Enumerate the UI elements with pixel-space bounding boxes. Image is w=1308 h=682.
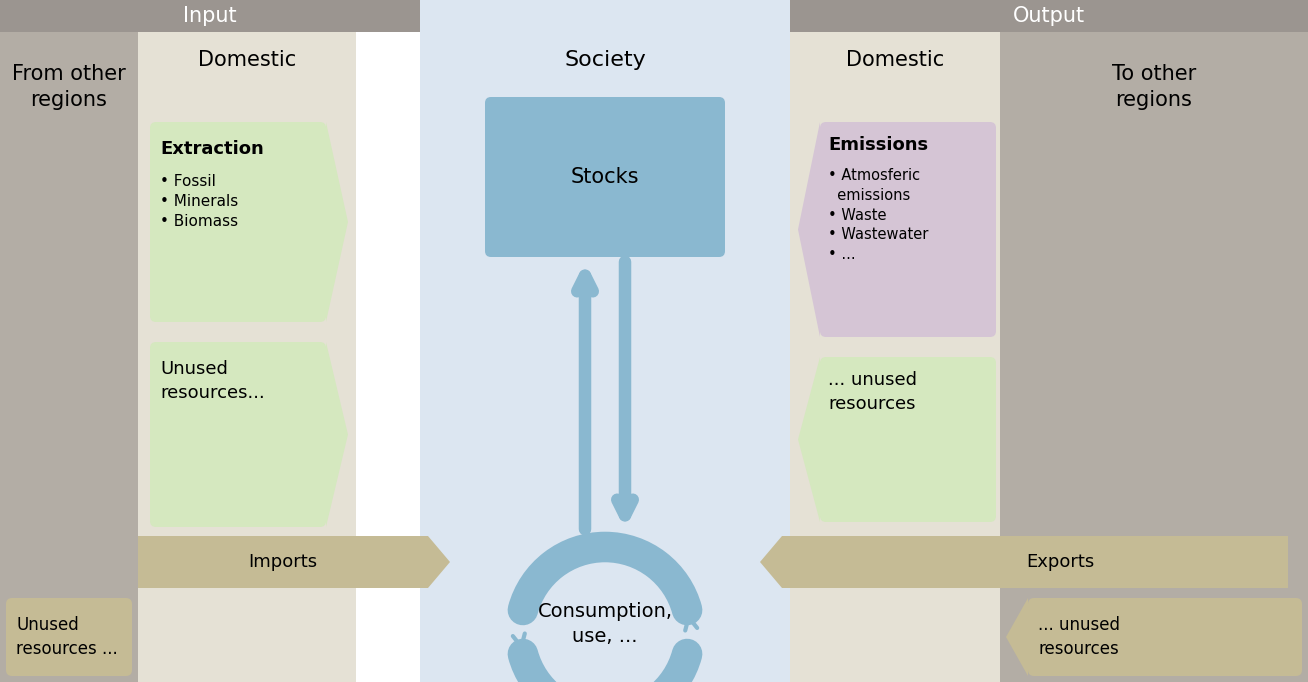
Text: Society: Society xyxy=(564,50,646,70)
FancyBboxPatch shape xyxy=(1028,598,1301,676)
Polygon shape xyxy=(326,342,348,527)
FancyBboxPatch shape xyxy=(150,122,326,322)
Polygon shape xyxy=(1006,598,1028,676)
Text: Output: Output xyxy=(1012,6,1086,26)
FancyBboxPatch shape xyxy=(820,357,995,522)
Text: ... unused
resources: ... unused resources xyxy=(828,371,917,413)
Polygon shape xyxy=(798,122,820,337)
Polygon shape xyxy=(798,357,820,522)
Bar xyxy=(790,0,1001,682)
Text: • Fossil
• Minerals
• Biomass: • Fossil • Minerals • Biomass xyxy=(160,174,238,228)
Polygon shape xyxy=(760,536,1288,588)
Bar xyxy=(0,0,139,682)
Text: Stocks: Stocks xyxy=(570,167,640,187)
Polygon shape xyxy=(326,122,348,322)
Bar xyxy=(139,0,356,682)
Text: ... unused
resources: ... unused resources xyxy=(1039,617,1120,658)
FancyBboxPatch shape xyxy=(485,97,725,257)
Text: From other
regions: From other regions xyxy=(12,64,126,110)
Bar xyxy=(790,0,1308,32)
Text: Input: Input xyxy=(183,6,237,26)
Bar xyxy=(0,0,420,32)
Text: Extraction: Extraction xyxy=(160,140,264,158)
FancyBboxPatch shape xyxy=(820,122,995,337)
Text: Exports: Exports xyxy=(1027,553,1095,571)
Bar xyxy=(420,0,790,682)
Text: Consumption,
use, ...: Consumption, use, ... xyxy=(538,602,672,646)
Text: Domestic: Domestic xyxy=(846,50,944,70)
Text: Domestic: Domestic xyxy=(198,50,296,70)
Bar xyxy=(1001,0,1308,682)
Text: Emissions: Emissions xyxy=(828,136,929,154)
Polygon shape xyxy=(139,536,450,588)
Text: • Atmosferic
  emissions
• Waste
• Wastewater
• ...: • Atmosferic emissions • Waste • Wastewa… xyxy=(828,168,929,262)
Text: Unused
resources...: Unused resources... xyxy=(160,360,264,402)
Text: Unused
resources ...: Unused resources ... xyxy=(16,617,118,658)
FancyBboxPatch shape xyxy=(7,598,132,676)
Text: To other
regions: To other regions xyxy=(1112,64,1196,110)
FancyBboxPatch shape xyxy=(150,342,326,527)
Text: Imports: Imports xyxy=(249,553,318,571)
